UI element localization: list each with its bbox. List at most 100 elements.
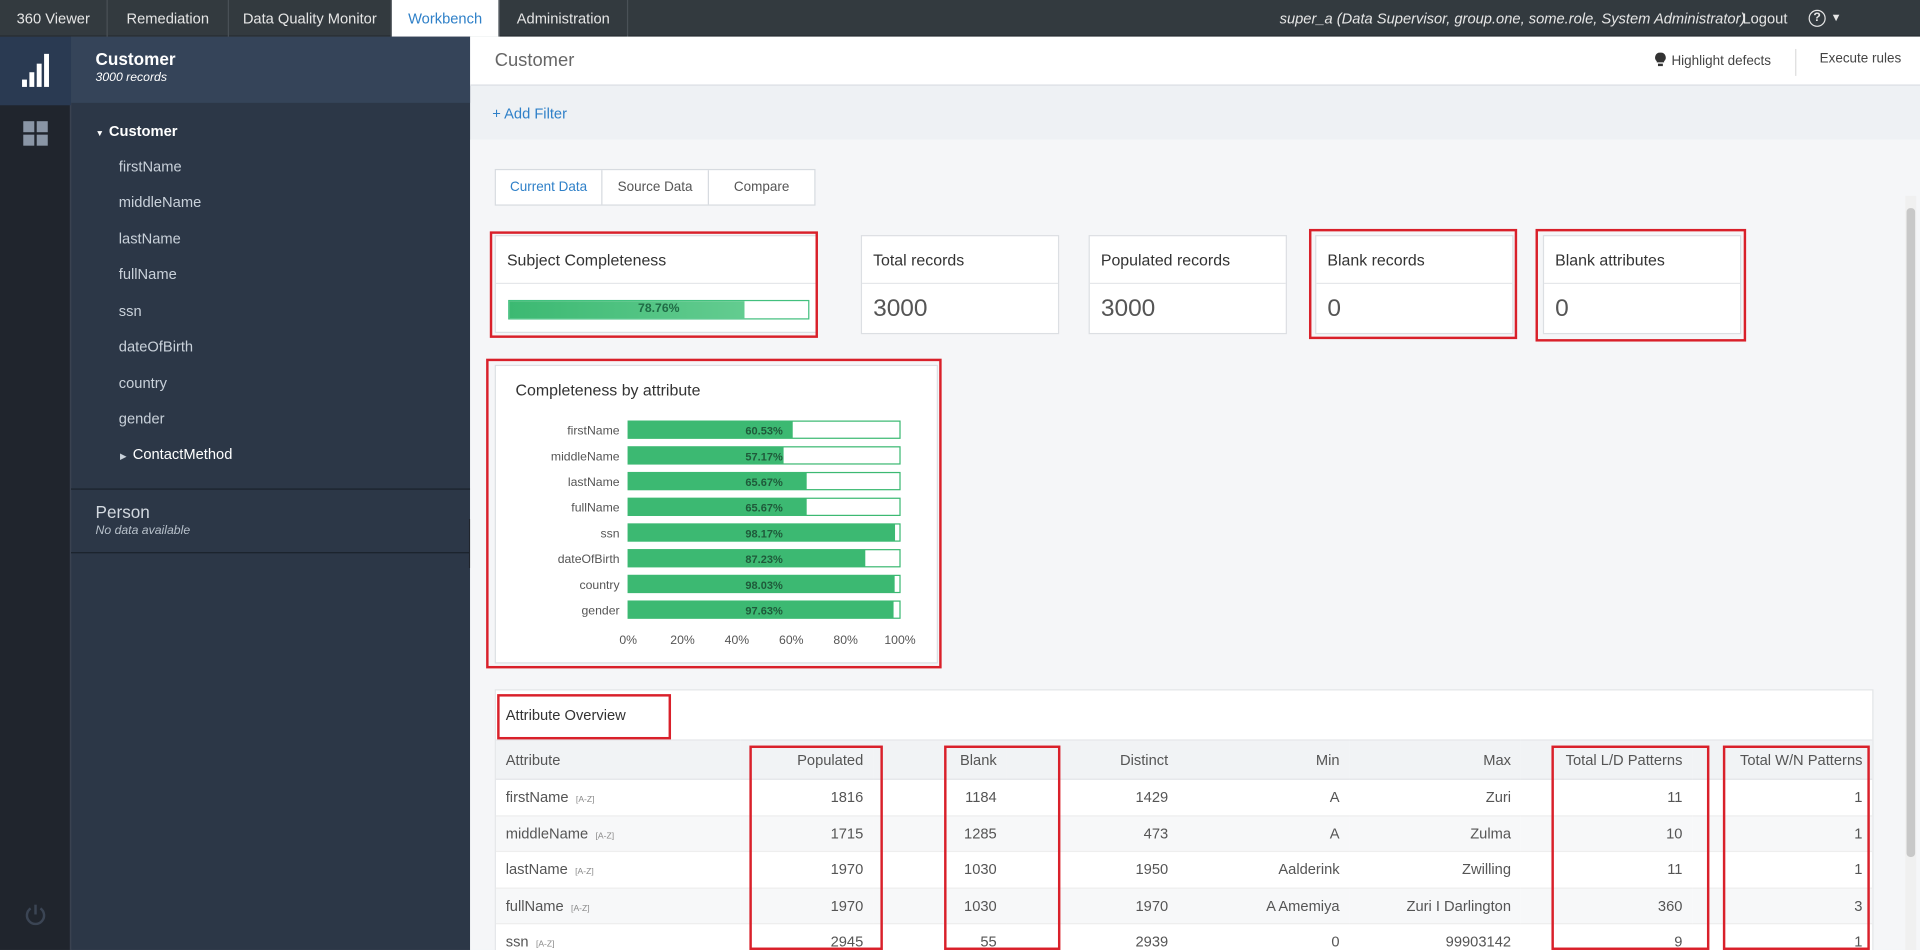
tab-current-data[interactable]: Current Data — [496, 170, 603, 205]
cell-value: 3 — [1854, 897, 1863, 915]
x-tick-label: 20% — [670, 633, 695, 647]
user-info[interactable]: super_a (Data Supervisor, group.one, som… — [1279, 9, 1746, 27]
table-cell: Zulma — [1349, 815, 1521, 853]
cell-value: A Amemiya — [1266, 897, 1340, 915]
total-records-card: Total records 3000 — [860, 235, 1060, 335]
cell-value: lastName — [505, 860, 568, 879]
caret-down-icon: ▼ — [95, 129, 105, 139]
category-label: firstName — [567, 424, 620, 438]
table-cell: 1950 — [1006, 851, 1178, 889]
table-cell: A Amemiya — [1177, 887, 1350, 925]
divider — [495, 282, 817, 285]
tab-compare[interactable]: Compare — [733, 179, 790, 195]
divider — [1316, 282, 1513, 285]
execute-rules-button[interactable]: Execute rules — [1819, 51, 1902, 67]
rail-item-stats[interactable] — [0, 36, 72, 106]
add-filter-button[interactable]: + Add Filter — [492, 105, 567, 123]
table-cell: 1970 — [740, 851, 874, 889]
sidebar-item-firstname[interactable]: firstName — [118, 157, 182, 176]
nav-tab-remediation[interactable]: Remediation — [108, 0, 229, 37]
sidebar-item-fullname[interactable]: fullName — [118, 265, 177, 283]
cell-value: fullName — [505, 897, 564, 915]
sort-az-badge[interactable]: [A-Z] — [595, 832, 615, 841]
sidebar-header[interactable]: Customer 3000 records — [71, 36, 471, 103]
data-label: 98.17% — [745, 528, 783, 540]
table-row[interactable]: lastName [A-Z] 1970 1030 1950 Aalderink Zwilli… — [495, 851, 1873, 889]
sort-az-badge[interactable]: [A-Z] — [575, 796, 595, 805]
sidebar-person-title[interactable]: Person — [95, 501, 150, 522]
table-cell: 1715 — [740, 815, 874, 853]
nav-tab-workbench[interactable]: Workbench — [391, 0, 500, 37]
attribute-table: Attribute Populated Blank Distinct Min M… — [495, 739, 1873, 950]
nav-tab-administration[interactable]: Administration — [500, 0, 629, 37]
logout-link[interactable]: Logout — [1742, 9, 1788, 27]
col-distinct[interactable]: Distinct — [1006, 739, 1178, 780]
card-title: Populated records — [1100, 250, 1231, 270]
table-row[interactable]: middleName [A-Z] 1715 1285 473 A Zulma 10 1 — [495, 815, 1873, 853]
nav-tab-data-quality-monitor[interactable]: Data Quality Monitor — [229, 0, 392, 37]
sort-az-badge[interactable]: [A-Z] — [575, 868, 594, 877]
table-cell: 0 — [1177, 923, 1350, 950]
table-cell: ssn [A-Z] — [495, 923, 741, 950]
table-cell: Aalderink — [1177, 851, 1350, 889]
table-row[interactable]: fullName [A-Z] 1970 1030 1970 A Amemiya Zuri I… — [495, 887, 1873, 925]
data-label: 98.03% — [745, 580, 783, 592]
tree-root-customer[interactable]: ▼ Customer — [96, 122, 178, 139]
col-max[interactable]: Max — [1349, 739, 1521, 780]
cell-value: Aalderink — [1278, 860, 1340, 879]
table-row[interactable]: ssn [A-Z] 2945 55 2939 0 99903142 9 1 — [495, 923, 1873, 950]
table-row[interactable]: firstName [A-Z] 1816 1184 1429 A Zuri 11 1 — [495, 779, 1873, 816]
table-cell: 1 — [1692, 779, 1873, 816]
sidebar-title: Customer — [95, 48, 176, 69]
cell-value: 1030 — [964, 860, 997, 879]
card-value: 3000 — [873, 295, 928, 322]
sidebar-item-contactmethod[interactable]: ▶ ContactMethod — [120, 446, 232, 463]
cell-value: 10 — [1666, 824, 1683, 842]
col-total-wn-patterns[interactable]: Total W/N Patterns — [1692, 739, 1873, 780]
rail-item-dashboard[interactable] — [0, 113, 71, 155]
power-icon[interactable] — [22, 901, 49, 928]
help-icon[interactable]: ? — [1808, 9, 1826, 27]
x-tick-label: 80% — [833, 633, 858, 647]
col-attribute[interactable]: Attribute — [495, 739, 741, 780]
blank-attributes-card: Blank attributes 0 — [1542, 235, 1742, 335]
x-tick-label: 40% — [725, 633, 750, 647]
sidebar: Customer 3000 records ▼ Customer firstNam… — [71, 36, 471, 950]
col-blank[interactable]: Blank — [873, 739, 1007, 780]
bar-chart-icon — [22, 53, 49, 87]
chevron-down-icon[interactable]: ▼ — [1830, 11, 1842, 24]
cell-value: 1285 — [964, 824, 997, 842]
content-scrollbar[interactable] — [1905, 195, 1917, 950]
col-min[interactable]: Min — [1177, 739, 1350, 780]
top-nav: 360 Viewer Remediation Data Quality Moni… — [0, 0, 1920, 37]
cell-value: 1816 — [830, 788, 864, 806]
data-label: 65.67% — [745, 477, 783, 489]
cell-value: 1715 — [830, 824, 864, 842]
category-label: country — [579, 578, 620, 592]
sidebar-item-gender[interactable]: gender — [118, 410, 165, 428]
highlight-defects-button[interactable]: Highlight defects — [1653, 51, 1771, 69]
tab-source-data[interactable]: Source Data — [602, 170, 709, 205]
sidebar-item-ssn[interactable]: ssn — [118, 302, 142, 320]
card-title: Total records — [873, 250, 965, 270]
sort-az-badge[interactable]: [A-Z] — [535, 940, 555, 950]
scrollbar-thumb[interactable] — [1906, 208, 1916, 857]
sidebar-item-middlename[interactable]: middleName — [118, 193, 202, 211]
cell-value: 360 — [1657, 897, 1683, 915]
data-label: 60.53% — [745, 426, 783, 438]
table-cell: 1970 — [740, 887, 874, 925]
sidebar-item-country[interactable]: country — [118, 374, 167, 392]
nav-tab-360-viewer[interactable]: 360 Viewer — [0, 0, 108, 37]
table-cell: A — [1177, 779, 1350, 816]
data-label: 57.17% — [745, 451, 783, 463]
sidebar-item-lastname[interactable]: lastName — [118, 230, 181, 248]
sort-az-badge[interactable]: [A-Z] — [571, 904, 590, 913]
cell-value: Zuri — [1485, 788, 1512, 806]
progress-fill — [509, 301, 745, 319]
bar — [628, 549, 866, 567]
col-populated[interactable]: Populated — [740, 739, 874, 780]
col-total-ld-patterns[interactable]: Total L/D Patterns — [1520, 739, 1693, 780]
category-label: gender — [581, 604, 619, 618]
sidebar-item-dateofbirth[interactable]: dateOfBirth — [118, 337, 194, 356]
table-cell: Zuri — [1349, 779, 1521, 816]
